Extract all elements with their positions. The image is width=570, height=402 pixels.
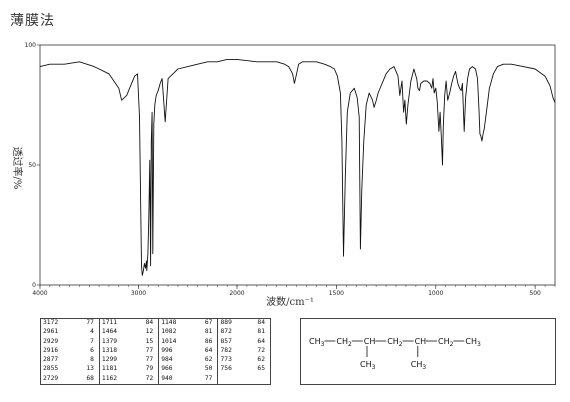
- branch-methyl-0: CH3: [360, 360, 376, 371]
- peak-row: 3172 77 1711 84 1148 67 889 84: [41, 319, 270, 329]
- peak-wavenumber: 2877: [43, 356, 59, 364]
- peak-wavenumber: [218, 375, 245, 384]
- peak-wavenumber: 984: [161, 356, 173, 364]
- x-tick-label: 4000: [32, 290, 47, 297]
- peak-row: 2877 8 1299 77 984 62 773 62: [41, 356, 270, 366]
- peak-wavenumber: 1162: [101, 374, 118, 382]
- x-tick-label: 2000: [229, 290, 244, 297]
- peak-transmittance: 72: [257, 346, 265, 354]
- peak-wavenumber: 2916: [43, 346, 59, 354]
- peak-transmittance: 4: [73, 328, 100, 338]
- peak-wavenumber: 996: [161, 346, 173, 354]
- x-tick-label: 1500: [329, 290, 344, 297]
- peak-wavenumber: 1181: [101, 365, 118, 373]
- peak-wavenumber: 2929: [43, 337, 59, 345]
- peak-wavenumber: 1148: [161, 319, 177, 326]
- peak-wavenumber: 756: [220, 365, 232, 373]
- peak-transmittance: 65: [257, 365, 265, 373]
- chain-group-3: CH2: [387, 337, 403, 348]
- main-chain: CH3 CH2 CH CH2 CH CH2 CH3 CH3 CH3: [309, 337, 481, 371]
- y-axis-label: 透过率/%: [11, 147, 24, 190]
- peak-wavenumber: 1299: [101, 356, 118, 364]
- peak-wavenumber: 966: [161, 365, 173, 373]
- peak-transmittance: 84: [257, 319, 265, 326]
- structure-formula: CH3 CH2 CH CH2 CH CH2 CH3 CH3 CH3: [309, 337, 481, 371]
- peak-wavenumber: 1464: [101, 328, 118, 336]
- chain-group-0: CH3: [309, 337, 325, 348]
- peak-wavenumber: 889: [220, 319, 232, 326]
- peak-wavenumber: 2855: [43, 365, 59, 373]
- peak-row: 2855 13 1181 79 966 50 756 65: [41, 365, 270, 375]
- structure-box: CH3 CH2 CH CH2 CH CH2 CH3 CH3 CH3: [300, 318, 556, 385]
- peak-wavenumber: 940: [161, 374, 173, 382]
- peak-wavenumber: 3172: [43, 319, 59, 326]
- peak-transmittance: 72: [132, 374, 160, 384]
- peak-transmittance: 8: [73, 356, 100, 366]
- spectrum-line: [39, 58, 556, 276]
- y-tick-label: 100: [25, 42, 37, 49]
- chain-group-6: CH3: [465, 337, 481, 348]
- peak-transmittance: 68: [73, 374, 100, 384]
- peak-wavenumber: 1379: [101, 337, 118, 345]
- peak-wavenumber: 1014: [161, 337, 177, 345]
- peak-row: 2729 68 1162 72 940 77: [41, 374, 270, 384]
- peak-transmittance: 64: [192, 346, 219, 357]
- peak-transmittance: 81: [192, 328, 219, 338]
- x-tick-label: 500: [529, 290, 541, 297]
- y-tick-label: 50: [28, 162, 36, 169]
- page-title: 薄膜法: [10, 13, 55, 29]
- peak-transmittance: 77: [73, 319, 100, 329]
- peak-row: 2929 7 1379 15 1014 86 857 64: [41, 337, 270, 347]
- x-axis-label: 波数/cm⁻¹: [266, 295, 314, 308]
- peak-transmittance: 62: [257, 356, 265, 364]
- peak-transmittance: 62: [192, 356, 219, 366]
- peak-wavenumber: 782: [220, 346, 232, 354]
- peak-transmittance: 77: [132, 356, 160, 366]
- peak-transmittance: 77: [192, 374, 219, 384]
- peak-table: 3172 77 1711 84 1148 67 889 84 2961 4 1464 12 1082 81…: [40, 318, 271, 385]
- peak-transmittance: 13: [73, 365, 100, 375]
- peak-transmittance: 50: [192, 365, 219, 375]
- peak-row: 2916 6 1318 77 996 64 782 72: [41, 346, 270, 357]
- peak-wavenumber: 2729: [43, 374, 59, 382]
- chain-group-4: CH: [415, 337, 427, 346]
- peak-transmittance: 86: [192, 337, 219, 347]
- peak-row: 2961 4 1464 12 1082 81 872 81: [41, 328, 270, 338]
- peak-wavenumber: 1082: [161, 328, 177, 336]
- peak-transmittance: 77: [132, 346, 160, 357]
- peak-wavenumber: 2961: [43, 328, 59, 336]
- peak-wavenumber: 857: [220, 337, 232, 345]
- peak-transmittance: 6: [73, 346, 100, 357]
- peak-transmittance: 67: [192, 319, 219, 329]
- chain-group-1: CH2: [336, 337, 352, 348]
- peak-wavenumber: 1318: [101, 346, 118, 354]
- peak-transmittance: 79: [132, 365, 160, 375]
- peak-wavenumber: 1711: [101, 319, 118, 326]
- peak-transmittance: 12: [132, 328, 160, 338]
- branch-methyl-1: CH3: [411, 360, 427, 371]
- chain-group-2: CH: [364, 337, 376, 346]
- x-tick-label: 1000: [428, 290, 443, 297]
- y-axis-ticks: 0 50 100: [25, 42, 40, 289]
- peak-transmittance: 7: [73, 337, 100, 347]
- peak-wavenumber: 773: [220, 356, 232, 364]
- x-tick-label: 3000: [131, 290, 146, 297]
- peak-transmittance: 84: [132, 319, 160, 329]
- peak-transmittance: [245, 375, 270, 384]
- peak-transmittance: 81: [257, 328, 265, 336]
- y-tick-label: 0: [32, 282, 36, 289]
- peak-transmittance: 15: [132, 337, 160, 347]
- ir-spectrum-chart: 0 50 100 4000 3000 2000 1500 1000 500 波数/cm⁻¹ 透…: [11, 42, 556, 308]
- chain-group-5: CH2: [438, 337, 454, 348]
- peak-transmittance: 64: [257, 337, 265, 345]
- peak-wavenumber: 872: [220, 328, 232, 336]
- x-axis-ticks: 4000 3000 2000 1500 1000 500: [32, 285, 556, 297]
- peak-table-grid: 3172 77 1711 84 1148 67 889 84 2961 4 1464 12 1082 81…: [41, 319, 270, 384]
